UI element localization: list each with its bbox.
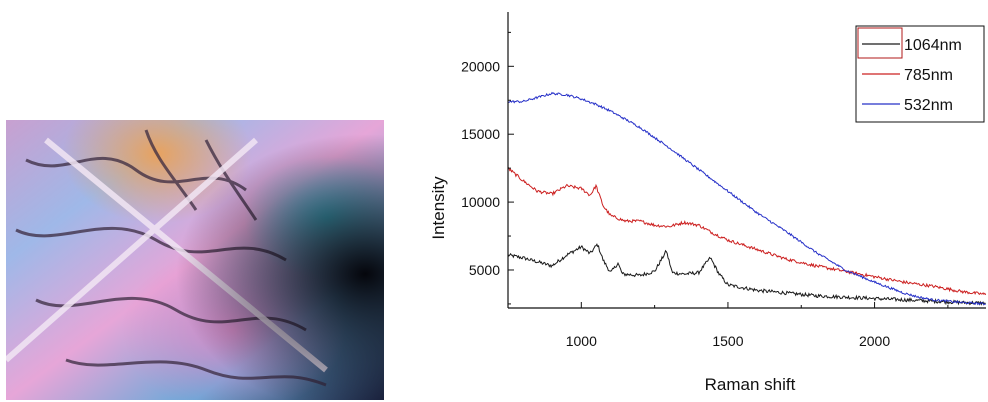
legend: 1064nm 785nm 532nm xyxy=(855,25,985,123)
x-tick-label: 2000 xyxy=(859,333,890,349)
y-tick-label: 15000 xyxy=(461,126,500,142)
x-axis-label: Raman shift xyxy=(705,375,796,394)
axes xyxy=(507,12,986,309)
legend-highlight xyxy=(857,27,903,59)
x-tick-label: 1500 xyxy=(712,333,743,349)
series-line-785nm xyxy=(507,166,987,296)
y-tick-label: 10000 xyxy=(461,194,500,210)
y-axis-label: Intensity xyxy=(429,176,448,240)
series-line-1064nm xyxy=(507,243,986,306)
x-tick-label: 1000 xyxy=(566,333,597,349)
plot-lines xyxy=(507,91,987,306)
micrograph-image xyxy=(6,120,384,400)
series-line-532nm xyxy=(507,91,986,306)
y-tick-label: 20000 xyxy=(461,58,500,74)
ticks: 5000 10000 15000 20000 1000 1500 2000 xyxy=(461,31,949,349)
legend-label-785nm: 785nm xyxy=(904,67,953,84)
y-tick-label: 5000 xyxy=(469,262,500,278)
legend-label-532nm: 532nm xyxy=(904,97,953,114)
legend-label-1064nm: 1064nm xyxy=(904,37,962,54)
